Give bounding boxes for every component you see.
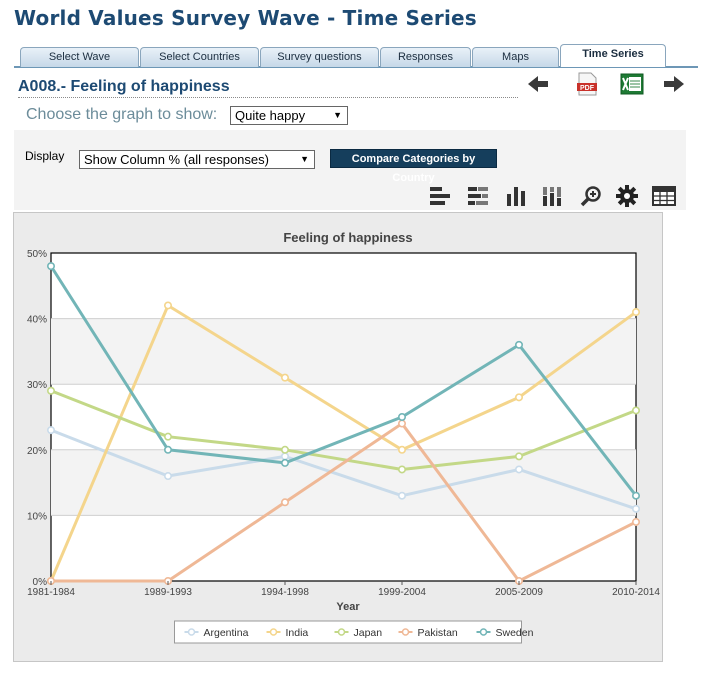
data-point-pakistan[interactable] xyxy=(397,419,406,428)
data-point-sweden[interactable] xyxy=(280,458,289,467)
series-line-sweden xyxy=(49,265,638,497)
data-point-japan[interactable] xyxy=(397,465,406,474)
tab-responses[interactable]: Responses xyxy=(380,47,471,67)
data-point-sweden[interactable] xyxy=(631,491,640,500)
app-title: World Values Survey Wave - Time Series xyxy=(14,6,477,30)
chart-title: Feeling of happiness xyxy=(283,230,412,245)
data-point-sweden[interactable] xyxy=(46,262,55,271)
series-line-japan xyxy=(50,389,637,471)
data-point-sweden[interactable] xyxy=(164,445,173,454)
display-label: Display xyxy=(25,149,65,163)
data-point-india[interactable] xyxy=(631,308,640,317)
plot-area xyxy=(51,253,636,581)
table-icon[interactable] xyxy=(652,184,676,208)
data-point-japan[interactable] xyxy=(514,452,523,461)
zoom-icon[interactable] xyxy=(579,184,603,208)
x-tick-label: 1999-2004 xyxy=(378,587,426,598)
series-line-pakistan xyxy=(51,422,637,583)
tab-select-wave[interactable]: Select Wave xyxy=(20,47,139,67)
data-point-pakistan[interactable] xyxy=(631,517,640,526)
tab-maps[interactable]: Maps xyxy=(472,47,559,67)
question-title: A008.- Feeling of happiness xyxy=(18,78,518,98)
x-tick-label: 1994-1998 xyxy=(261,587,309,598)
series-line-india xyxy=(49,303,637,582)
data-point-india[interactable] xyxy=(514,393,523,402)
legend-item-india[interactable]: India xyxy=(286,627,309,639)
compare-categories-button[interactable]: Compare Categories by Country xyxy=(330,149,497,184)
data-point-argentina[interactable] xyxy=(46,426,55,435)
legend-item-sweden[interactable]: Sweden xyxy=(496,627,534,639)
x-tick-label: 2010-2014 xyxy=(612,587,660,598)
series-line-argentina xyxy=(50,428,637,511)
tab-select-countries[interactable]: Select Countries xyxy=(140,47,259,67)
pdf-label: PDF xyxy=(580,85,595,92)
data-point-japan[interactable] xyxy=(631,406,640,415)
bar-vertical-icon[interactable] xyxy=(504,184,528,208)
bar-stacked-vertical-icon[interactable] xyxy=(540,184,564,208)
data-point-pakistan[interactable] xyxy=(280,498,289,507)
data-point-india[interactable] xyxy=(397,445,406,454)
y-tick-label: 40% xyxy=(27,315,47,326)
graph-select-value: Quite happy xyxy=(235,108,306,123)
legend-marker xyxy=(187,628,196,636)
y-tick-label: 50% xyxy=(27,249,47,260)
bar-horizontal-icon[interactable] xyxy=(428,184,452,208)
data-point-india[interactable] xyxy=(164,301,173,310)
y-tick-label: 0% xyxy=(33,577,48,588)
data-point-argentina[interactable] xyxy=(397,491,406,500)
bar-stacked-horizontal-icon[interactable] xyxy=(466,184,490,208)
legend-item-argentina[interactable]: Argentina xyxy=(204,627,249,639)
gear-icon[interactable] xyxy=(615,184,639,208)
data-point-japan[interactable] xyxy=(164,432,173,441)
display-select[interactable]: Show Column % (all responses) ▼ xyxy=(79,150,315,169)
pdf-icon[interactable]: PDF xyxy=(576,72,598,96)
chart-container: Feeling of happiness 0% 10% 20% 30% 40% 50% 19… xyxy=(13,212,663,662)
x-tick-label: 1981-1984 xyxy=(27,587,75,598)
data-point-japan[interactable] xyxy=(280,445,289,454)
data-point-india[interactable] xyxy=(280,373,289,382)
legend-marker xyxy=(479,628,488,636)
x-tick-label: 1989-1993 xyxy=(144,587,192,598)
data-point-argentina[interactable] xyxy=(631,504,640,513)
excel-icon[interactable] xyxy=(620,73,644,95)
chevron-down-icon: ▼ xyxy=(333,110,342,120)
y-tick-label: 20% xyxy=(27,446,47,457)
x-axis-label: Year xyxy=(336,601,360,613)
tab-survey-questions[interactable]: Survey questions xyxy=(260,47,379,67)
x-tick-label: 2005-2009 xyxy=(495,587,543,598)
data-point-argentina[interactable] xyxy=(280,452,289,461)
arrow-right-icon[interactable] xyxy=(662,74,686,94)
graph-select[interactable]: Quite happy ▼ xyxy=(230,106,348,125)
legend-marker xyxy=(401,628,410,636)
data-point-argentina[interactable] xyxy=(514,465,523,474)
arrow-left-icon[interactable] xyxy=(526,74,550,94)
legend-item-japan[interactable]: Japan xyxy=(354,627,383,639)
legend-marker xyxy=(269,628,278,636)
y-tick-label: 30% xyxy=(27,380,47,391)
data-point-japan[interactable] xyxy=(46,386,55,395)
choose-graph-label: Choose the graph to show: xyxy=(26,106,218,123)
y-tick-label: 10% xyxy=(27,511,47,522)
tab-time-series[interactable]: Time Series xyxy=(560,44,666,67)
legend-item-pakistan[interactable]: Pakistan xyxy=(418,627,458,639)
data-point-argentina[interactable] xyxy=(164,472,173,481)
tab-bar: Select Wave Select Countries Survey ques… xyxy=(14,44,698,68)
data-point-sweden[interactable] xyxy=(514,340,523,349)
display-select-value: Show Column % (all responses) xyxy=(84,152,269,167)
legend: Argentina India Japan Pakistan Sweden xyxy=(174,620,534,644)
chevron-down-icon: ▼ xyxy=(300,154,309,164)
data-point-sweden[interactable] xyxy=(397,413,406,422)
line-chart: Feeling of happiness 0% 10% 20% 30% 40% 50% 19… xyxy=(27,230,660,644)
display-panel xyxy=(14,130,686,210)
legend-marker xyxy=(337,628,346,636)
plot-border xyxy=(50,252,637,582)
